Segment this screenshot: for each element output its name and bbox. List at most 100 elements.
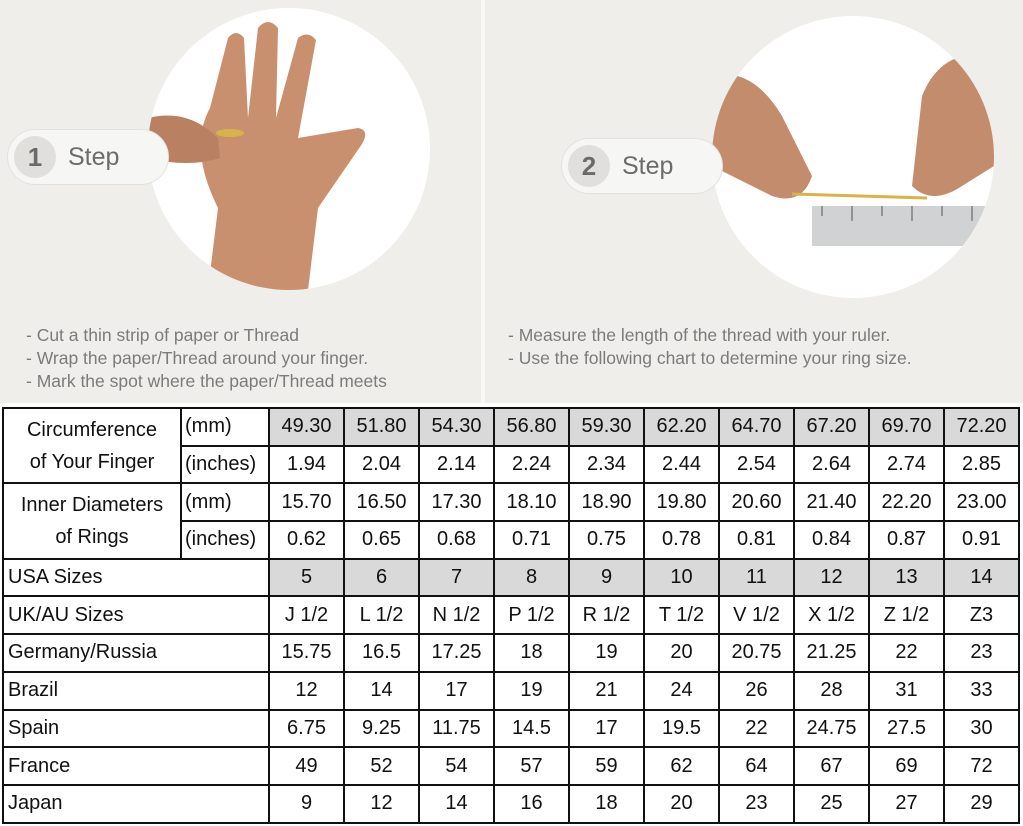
row-label: France [2, 746, 270, 786]
size-cell: 15.75 [268, 633, 345, 673]
circumference-mm-row: Circumference of Your Finger (mm) 49.30 51.8… [2, 406, 1020, 485]
size-cell: 20.60 [718, 482, 795, 523]
unit-inches: (inches) [180, 520, 270, 560]
size-cell: 52 [343, 746, 420, 786]
size-cell: J 1/2 [268, 595, 345, 636]
size-cell: 23 [718, 783, 795, 824]
size-cell: 17 [568, 708, 645, 749]
size-cell: 0.84 [793, 520, 870, 560]
size-cell: 11.75 [418, 708, 495, 749]
unit-mm: (mm) [180, 482, 270, 523]
size-cell: 26 [718, 670, 795, 711]
size-cell: 54 [418, 746, 495, 786]
circumference-label: Circumference of Your Finger [2, 406, 182, 485]
size-cell: 64 [718, 746, 795, 786]
inner_diameter-label: Inner Diameters of Rings [2, 482, 182, 560]
size-cell: 67 [793, 746, 870, 786]
instruction-line: - Wrap the paper/Thread around your fing… [26, 348, 369, 368]
size-cell: 6 [343, 557, 420, 598]
step-2-number: 2 [568, 145, 610, 187]
circumference-inches-row: (inches) 1.94 2.04 2.14 2.24 2.34 2.44 2.54 2.64… [3, 444, 1020, 485]
size-cell: R 1/2 [568, 595, 645, 636]
size-cell: 2.54 [718, 444, 795, 485]
size-cell: 9 [268, 783, 345, 824]
size-cell: 27.5 [868, 708, 945, 749]
size-cell: 9 [568, 557, 645, 598]
size-cell: 0.78 [643, 520, 720, 560]
instruction-line: - Use the following chart to determine y… [508, 348, 912, 368]
size-cell: 8 [493, 557, 570, 598]
size-cell: 19 [568, 633, 645, 673]
size-cell: 24.75 [793, 708, 870, 749]
size-cell: 21.25 [793, 633, 870, 673]
step-1-label: Step [68, 142, 120, 171]
step-2-panel: 2 Step - Measure the length of the threa… [485, 0, 1023, 403]
size-row: Japan 9 12 14 16 18 20 23 25 27 29 [2, 783, 1020, 824]
size-cell: 22.20 [868, 482, 945, 523]
size-cell: 17.30 [418, 482, 495, 523]
unit-inches: (inches) [180, 444, 270, 485]
size-cell: 69 [868, 746, 945, 786]
row-label: Spain [2, 708, 270, 749]
size-cell: 16.50 [343, 482, 420, 523]
size-cell: 18 [493, 633, 570, 673]
size-cell: 72 [943, 746, 1020, 786]
size-cell: P 1/2 [493, 595, 570, 636]
size-cell: 1.94 [268, 444, 345, 485]
size-cell: 0.71 [493, 520, 570, 560]
label-line: of Your Finger [29, 450, 155, 473]
row-label: Germany/Russia [2, 633, 270, 673]
size-row: Brazil 12 14 17 19 21 24 26 28 31 33 [2, 670, 1020, 711]
size-row: France 49 52 54 57 59 62 64 67 69 72 [2, 746, 1020, 786]
row-label: Japan [2, 783, 270, 824]
size-cell: 2.44 [643, 444, 720, 485]
size-cell: 62 [643, 746, 720, 786]
size-cell: 22 [718, 708, 795, 749]
size-cell: 5 [268, 557, 345, 598]
label-line: of Rings [55, 526, 129, 549]
size-cell: 59.30 [568, 407, 645, 447]
size-cell: 69.70 [868, 407, 945, 447]
size-cell: 19.80 [643, 482, 720, 523]
size-cell: 20.75 [718, 633, 795, 673]
size-cell: 30 [943, 708, 1020, 749]
size-cell: 0.81 [718, 520, 795, 560]
size-cell: 23.00 [943, 482, 1020, 523]
size-cell: 16 [493, 783, 570, 824]
size-cell: 56.80 [493, 407, 570, 447]
size-cell: 51.80 [343, 407, 420, 447]
step-2-label: Step [622, 151, 674, 180]
size-cell: 9.25 [343, 708, 420, 749]
unit-mm: (mm) [180, 407, 270, 447]
size-cell: 2.74 [868, 444, 945, 485]
size-cell: 0.62 [268, 520, 345, 560]
size-cell: 0.87 [868, 520, 945, 560]
step-1-badge: 1 Step [8, 130, 168, 184]
size-cell: 0.68 [418, 520, 495, 560]
size-cell: 13 [868, 557, 945, 598]
instruction-line: - Cut a thin strip of paper or Thread [26, 325, 300, 345]
size-row: USA Sizes 5 6 7 8 9 10 11 12 13 14 [2, 557, 1020, 598]
size-row: UK/AU Sizes J 1/2 L 1/2 N 1/2 P 1/2 R 1/2 T 1/… [2, 595, 1020, 636]
size-cell: 14 [943, 557, 1020, 598]
size-cell: 25 [793, 783, 870, 824]
size-cell: N 1/2 [418, 595, 495, 636]
size-cell: 2.24 [493, 444, 570, 485]
row-label: UK/AU Sizes [2, 595, 270, 636]
size-cell: 29 [943, 783, 1020, 824]
size-cell: 67.20 [793, 407, 870, 447]
size-cell: 21 [568, 670, 645, 711]
size-cell: 11 [718, 557, 795, 598]
size-cell: 12 [793, 557, 870, 598]
size-cell: 15.70 [268, 482, 345, 523]
size-cell: 22 [868, 633, 945, 673]
size-cell: 59 [568, 746, 645, 786]
size-cell: 0.91 [943, 520, 1020, 560]
row-label: USA Sizes [2, 557, 270, 598]
ruler-photo [712, 16, 994, 298]
step-2-instructions: - Measure the length of the thread with … [508, 324, 912, 370]
size-cell: 7 [418, 557, 495, 598]
step-1-number: 1 [14, 136, 56, 178]
inner_diameter-inches-row: (inches) 0.62 0.65 0.68 0.71 0.75 0.78 0.81 0.84… [3, 520, 1020, 560]
size-cell: 21.40 [793, 482, 870, 523]
